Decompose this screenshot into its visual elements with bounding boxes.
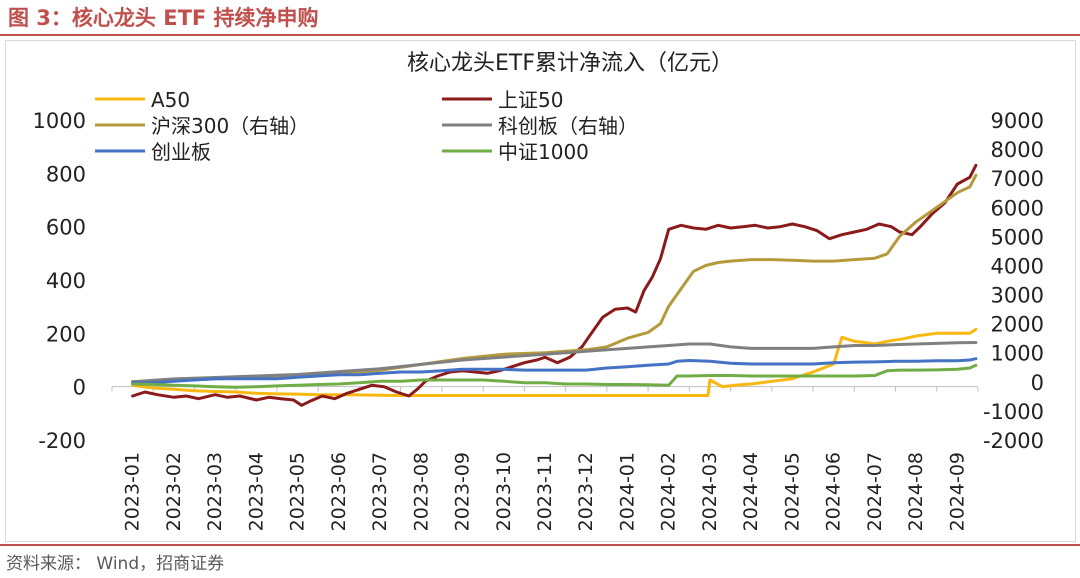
right-tick-label: 8000 <box>991 138 1044 162</box>
legend-label: 上证50 <box>498 88 563 112</box>
source-note: 资料来源： Wind，招商证券 <box>6 554 225 574</box>
x-tick-label: 2024-02 <box>658 452 680 531</box>
right-tick-label: 1000 <box>991 342 1044 366</box>
x-tick-label: 2024-05 <box>781 452 803 531</box>
x-tick-label: 2023-06 <box>328 452 350 531</box>
x-tick-label: 2023-10 <box>493 452 515 531</box>
left-tick-label: -200 <box>38 429 86 453</box>
right-tick-label: 5000 <box>991 225 1044 249</box>
x-tick-label: 2023-07 <box>369 452 391 531</box>
left-tick-label: 400 <box>46 269 86 293</box>
x-tick-label: 2024-09 <box>946 452 968 531</box>
x-tick-label: 2023-03 <box>204 452 226 531</box>
x-tick-label: 2023-02 <box>163 452 185 531</box>
legend-label: 创业板 <box>151 140 211 164</box>
chart-frame <box>5 40 1076 542</box>
x-tick-label: 2023-11 <box>534 452 556 531</box>
series-line <box>131 357 978 385</box>
x-tick-label: 2023-01 <box>122 452 144 531</box>
series-line <box>131 173 978 384</box>
right-tick-label: 6000 <box>991 196 1044 220</box>
right-tick-label: 4000 <box>991 254 1044 278</box>
left-axis: -200 0 200 400 600 800 1000 <box>33 109 86 453</box>
right-tick-label: -1000 <box>983 400 1044 424</box>
x-tick-label: 2024-07 <box>864 452 886 531</box>
series-line <box>131 363 978 389</box>
series-line <box>131 341 978 384</box>
right-tick-label: -2000 <box>983 429 1044 453</box>
series-lines <box>131 163 978 407</box>
x-tick-label: 2024-06 <box>823 452 845 531</box>
chart-title: 核心龙头ETF累计净流入（亿元） <box>407 51 733 76</box>
x-tick-label: 2023-05 <box>287 452 309 531</box>
legend: A50 上证50 沪深300（右轴） 科创板（右轴） 创业板 中证1000 <box>95 88 638 164</box>
x-tick-label: 2024-08 <box>905 452 927 531</box>
x-tick-label: 2023-08 <box>410 452 432 531</box>
left-tick-label: 200 <box>46 322 86 346</box>
legend-label: 中证1000 <box>498 140 589 164</box>
left-tick-label: 800 <box>46 162 86 186</box>
x-tick-label: 2024-01 <box>616 452 638 531</box>
figure-title: 图 3：核心龙头 ETF 持续净申购 <box>8 6 319 30</box>
legend-label: A50 <box>151 88 190 112</box>
x-tick-label: 2023-09 <box>452 452 474 531</box>
right-tick-label: 2000 <box>991 313 1044 337</box>
series-line <box>131 163 978 407</box>
right-tick-label: 9000 <box>991 109 1044 133</box>
legend-label: 沪深300（右轴） <box>151 114 309 138</box>
x-axis: 2023-01 2023-02 2023-03 2023-04 2023-05 2023-… <box>111 386 979 531</box>
title-rule <box>0 34 1080 36</box>
x-tick-label: 2024-03 <box>699 452 721 531</box>
left-tick-label: 600 <box>46 216 86 240</box>
right-tick-label: 7000 <box>991 167 1044 191</box>
left-tick-label: 0 <box>73 376 86 400</box>
right-tick-label: 0 <box>1031 371 1044 395</box>
right-tick-label: 3000 <box>991 284 1044 308</box>
series-line <box>131 327 978 397</box>
x-tick-label: 2023-12 <box>575 452 597 531</box>
right-axis: -2000 -1000 0 1000 2000 3000 4000 5000 6000 7000 8… <box>983 109 1044 453</box>
left-tick-label: 1000 <box>33 109 86 133</box>
source-rule <box>0 544 1080 546</box>
legend-label: 科创板（右轴） <box>498 114 638 138</box>
x-tick-label: 2023-04 <box>245 452 267 531</box>
x-tick-label: 2024-04 <box>740 452 762 531</box>
